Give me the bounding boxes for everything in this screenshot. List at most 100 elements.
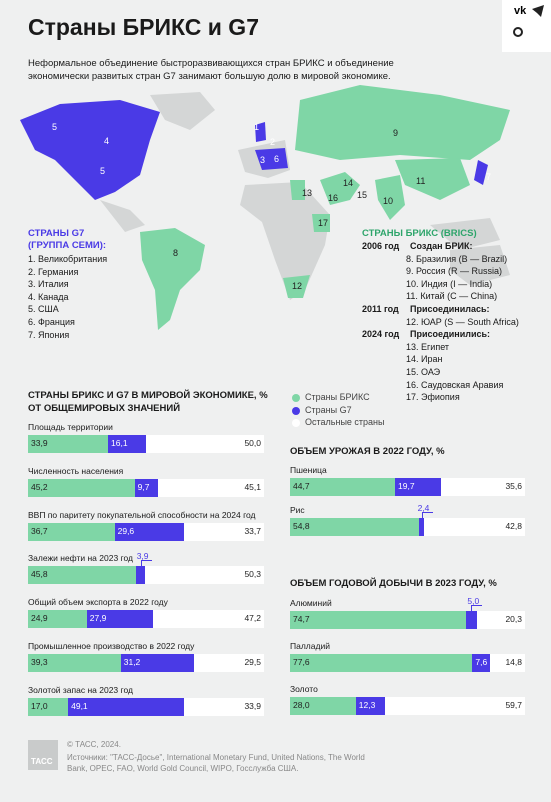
ok-icon[interactable] bbox=[513, 27, 523, 37]
bar-segment bbox=[28, 522, 115, 541]
logo: ТАСС bbox=[31, 757, 53, 766]
value-label: 27,9 bbox=[89, 613, 107, 624]
value-label: 9,7 bbox=[137, 481, 150, 492]
brics-item: 12. ЮАР (S — South Africa) bbox=[406, 316, 519, 327]
value-label: 2,4 bbox=[417, 503, 430, 513]
map-label: 8 bbox=[173, 248, 179, 258]
bar-segment bbox=[136, 566, 146, 585]
value-label: 17,0 bbox=[31, 700, 48, 711]
map-label: 13 bbox=[302, 188, 313, 198]
subtitle: Неформальное объединение быстроразвивающ… bbox=[28, 58, 394, 82]
map-label: 12 bbox=[292, 281, 303, 291]
value-label: 47,2 bbox=[244, 613, 261, 624]
g7-item: 4. Канада bbox=[28, 291, 69, 302]
bar-segment bbox=[86, 610, 153, 629]
brics-year: 2011 год bbox=[362, 304, 399, 314]
asia-pacific bbox=[430, 218, 500, 250]
brics-item: 15. ОАЭ bbox=[406, 367, 441, 377]
chart-title: СТРАНЫ БРИКС И G7 В МИРОВОЙ ЭКОНОМИКЕ, %… bbox=[28, 390, 268, 414]
category-label: Рис bbox=[290, 505, 305, 515]
south-africa bbox=[283, 275, 310, 298]
bar-segment bbox=[28, 435, 108, 453]
sources: Источники: "ТАСС-Досье", International M… bbox=[67, 753, 365, 774]
brics-item: 8. Бразилия (B — Brazil) bbox=[406, 253, 508, 264]
map-label: 15 bbox=[357, 190, 368, 200]
bar-segment bbox=[108, 435, 146, 453]
vk-icon[interactable]: vk bbox=[514, 5, 527, 17]
bar-segment bbox=[384, 697, 525, 715]
callout-line bbox=[471, 605, 483, 612]
bar-segment bbox=[120, 654, 195, 672]
value-label: 39,3 bbox=[31, 657, 48, 667]
brics-item: 10. Индия (I — India) bbox=[406, 278, 493, 289]
bar-segment bbox=[146, 435, 264, 453]
social-icons: vk bbox=[513, 5, 544, 37]
chart-title: ОБЪЕМ УРОЖАЯ В 2022 ГОДУ, % bbox=[290, 446, 445, 457]
telegram-icon[interactable] bbox=[532, 5, 544, 17]
copyright: © ТАСС, 2024. bbox=[67, 740, 121, 749]
bar-segment bbox=[424, 518, 525, 536]
greenland bbox=[150, 92, 215, 130]
category-label: Алюминий bbox=[290, 598, 332, 608]
brics-item: 16. Саудовская Аравия bbox=[406, 379, 504, 390]
value-label: 77,6 bbox=[293, 657, 310, 667]
bar-segment bbox=[290, 697, 356, 715]
bar-segment bbox=[134, 478, 158, 497]
g7-item: 3. Италия bbox=[28, 279, 69, 290]
legend-label: Остальные страны bbox=[305, 417, 385, 427]
china bbox=[395, 158, 470, 200]
value-label: 36,7 bbox=[31, 525, 48, 536]
bar-segment bbox=[194, 654, 264, 672]
map-label: 1 bbox=[254, 122, 260, 132]
map-label: 2 bbox=[270, 137, 276, 147]
brazil bbox=[140, 228, 205, 330]
map-label: 10 bbox=[383, 196, 394, 206]
category-label: Общий объем экспорта в 2022 году bbox=[28, 597, 168, 608]
brics-heading: Присоединились: bbox=[410, 329, 491, 340]
bar-segment bbox=[490, 654, 525, 672]
title: Страны БРИКС и G7 bbox=[28, 14, 259, 40]
value-label: 29,5 bbox=[244, 657, 261, 667]
brics-year: 2006 год bbox=[362, 241, 400, 251]
g7-item: 2. Германия bbox=[28, 266, 79, 277]
value-label: 59,7 bbox=[505, 700, 522, 710]
value-label: 33,9 bbox=[31, 438, 48, 448]
value-label: 33,9 bbox=[244, 700, 261, 711]
value-label: 42,8 bbox=[505, 521, 522, 531]
brics-title: СТРАНЫ БРИКС (BRICS) bbox=[362, 228, 477, 239]
value-label: 16,1 bbox=[111, 438, 128, 448]
value-label: 24,9 bbox=[31, 613, 48, 624]
bar-segment bbox=[28, 610, 87, 629]
value-label: 45,8 bbox=[31, 569, 48, 580]
value-label: 33,7 bbox=[244, 525, 261, 536]
category-label: Пшеница bbox=[290, 465, 327, 475]
bar-segment bbox=[290, 478, 396, 496]
brics-heading: Присоединилась: bbox=[410, 304, 490, 314]
value-label: 29,6 bbox=[117, 525, 135, 536]
value-label: 5,0 bbox=[467, 596, 480, 606]
legend-marker bbox=[292, 419, 300, 427]
value-label: 45,1 bbox=[244, 481, 261, 492]
value-label: 3,9 bbox=[136, 551, 149, 562]
central-america bbox=[100, 200, 145, 232]
japan bbox=[474, 160, 488, 185]
egypt bbox=[290, 180, 305, 200]
g7-item: 7. Япония bbox=[28, 329, 70, 340]
legend-marker bbox=[292, 394, 300, 402]
russia bbox=[295, 85, 510, 160]
category-label: Численность населения bbox=[28, 465, 124, 476]
category-label: Залежи нефти на 2023 год bbox=[28, 553, 133, 564]
g7-title: СТРАНЫ G7 bbox=[28, 228, 85, 239]
value-label: 12,3 bbox=[358, 700, 376, 710]
g7-item: 5. США bbox=[28, 304, 59, 315]
map-label: 14 bbox=[343, 178, 354, 188]
g7-europe bbox=[255, 148, 288, 170]
middle-east bbox=[320, 172, 360, 205]
value-label: 50,3 bbox=[244, 569, 261, 580]
value-label: 50,0 bbox=[244, 438, 261, 448]
map-label: 11 bbox=[416, 176, 426, 186]
australia bbox=[450, 245, 510, 285]
g7-item: 6. Франция bbox=[28, 317, 75, 327]
map-label: 4 bbox=[104, 136, 110, 146]
